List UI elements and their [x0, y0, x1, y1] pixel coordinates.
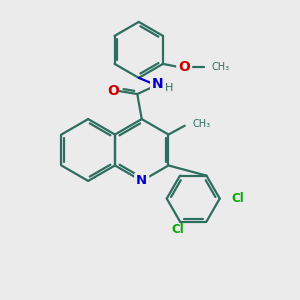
Text: Cl: Cl	[171, 223, 184, 236]
Text: Cl: Cl	[231, 192, 244, 205]
Text: O: O	[178, 60, 190, 74]
Text: O: O	[107, 84, 119, 98]
Text: CH₃: CH₃	[192, 119, 210, 129]
Text: N: N	[136, 174, 147, 188]
Text: N: N	[152, 77, 164, 91]
Text: CH₃: CH₃	[212, 62, 230, 72]
Text: H: H	[165, 82, 173, 93]
